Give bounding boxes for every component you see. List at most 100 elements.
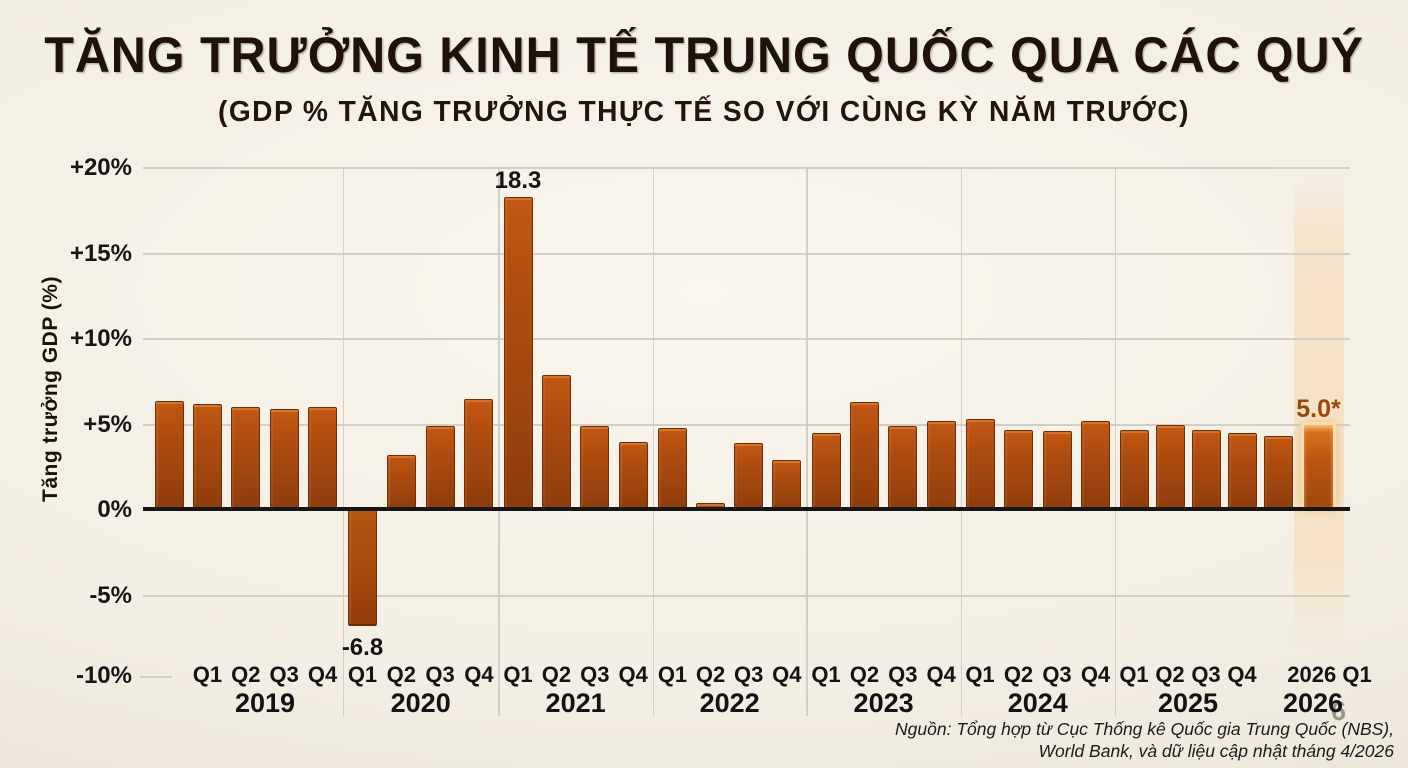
bar	[1263, 436, 1293, 510]
year-label: 2024	[1007, 688, 1068, 718]
bar	[154, 400, 184, 510]
x-tick-label: Q4	[307, 662, 338, 687]
bar	[464, 398, 494, 510]
year-label: 2021	[545, 688, 606, 718]
x-tick-label: Q3	[888, 662, 918, 687]
x-tick-label: Q4	[618, 662, 648, 687]
x-tick-label: Q3	[1191, 662, 1221, 687]
bar	[772, 460, 802, 510]
forecast-highlight-band	[1294, 168, 1344, 648]
year-separator-line	[1114, 168, 1117, 716]
bar	[888, 426, 918, 510]
bar	[926, 421, 956, 510]
y-tick-label: -5%	[89, 581, 132, 609]
gridline	[143, 252, 1350, 255]
source-line-2: World Bank, và dữ liệu cập nhật tháng 4/…	[1038, 740, 1395, 761]
bar-negative	[348, 510, 377, 627]
axis-tick-stub	[140, 676, 172, 678]
bar	[849, 402, 879, 510]
y-tick-label: 0%	[97, 496, 132, 523]
x-tick-label: Q1	[347, 662, 378, 687]
bar	[1004, 429, 1033, 510]
x-tick-label: Q4	[1080, 662, 1111, 687]
x-tick-label: Q2	[1155, 662, 1185, 687]
x-tick-label: Q1	[1119, 662, 1149, 687]
year-label: 2023	[853, 688, 914, 718]
x-tick-label: Q4	[464, 662, 494, 687]
year-label: 2020	[390, 688, 451, 718]
bar	[1227, 433, 1257, 510]
bar	[696, 503, 726, 510]
bar	[1081, 421, 1110, 510]
x-tick-label: Q2	[231, 662, 261, 687]
gridline	[143, 167, 1350, 169]
bar	[425, 426, 455, 510]
x-tick-label: Q3	[580, 662, 610, 687]
bar	[1119, 429, 1149, 510]
bar	[503, 197, 533, 510]
gridline	[143, 423, 1350, 426]
x-tick-label: Q1	[965, 662, 995, 687]
x-tick-label: Q2	[1003, 662, 1034, 687]
bar	[965, 419, 995, 510]
y-tick-label: -10%	[75, 662, 132, 689]
x-tick-label: Q3	[734, 662, 764, 687]
bar	[1191, 429, 1221, 510]
bar-value-label: 5.0*	[1296, 394, 1341, 423]
year-separator-line	[960, 168, 963, 716]
bar-value-label: 18.3	[494, 167, 542, 195]
x-tick-label: Q4	[772, 662, 802, 687]
bar-2026-forecast	[1301, 421, 1336, 510]
bar	[386, 455, 416, 510]
year-label: 2026	[1282, 688, 1344, 718]
bar	[734, 443, 764, 510]
bar	[541, 374, 571, 510]
x-tick-label: Q3	[425, 662, 455, 687]
x-tick-label: Q1	[811, 662, 841, 687]
ghost-digit-artifact: 6	[1331, 696, 1347, 726]
bar	[231, 407, 261, 510]
x-axis-line	[143, 507, 1350, 511]
bar	[1155, 424, 1185, 510]
x-tick-label: Q1	[192, 662, 223, 687]
chart-title: TĂNG TRƯỞNG KINH TẾ TRUNG QUỐC QUA CÁC Q…	[44, 27, 1364, 83]
year-separator-line	[498, 168, 500, 716]
bar	[618, 441, 648, 510]
year-label: 2022	[699, 688, 760, 718]
y-tick-label: +10%	[69, 325, 132, 352]
gridline	[143, 594, 1350, 597]
source-line-1: Nguồn: Tổng hợp từ Cục Thống kê Quốc gia…	[895, 719, 1394, 739]
x-tick-label: Q4	[926, 662, 956, 687]
bar	[1042, 431, 1072, 510]
bar	[308, 407, 338, 510]
gridline	[143, 338, 1350, 340]
y-tick-label: +20%	[69, 154, 132, 181]
year-label: 2025	[1157, 688, 1219, 718]
bar	[269, 409, 299, 510]
x-tick-label: Q2	[541, 662, 572, 687]
x-tick-label: Q4	[1227, 662, 1257, 687]
x-tick-label: Q3	[269, 662, 299, 687]
x-tick-label: Q1	[503, 662, 533, 687]
source-note: Nguồn: Tổng hợp từ Cục Thống kê Quốc gia…	[895, 719, 1394, 762]
year-separator-line	[806, 168, 808, 716]
x-tick-label: Q2	[849, 662, 880, 687]
bar	[580, 426, 610, 510]
x-tick-label: Q2	[386, 662, 416, 687]
bar	[192, 403, 222, 510]
bar-value-label: -6.8	[341, 634, 384, 662]
year-label: 2019	[234, 688, 296, 718]
x-tick-label: Q1	[657, 662, 688, 687]
bar	[811, 433, 841, 510]
y-tick-label: +5%	[83, 410, 132, 438]
x-tick-label: 2026 Q1	[1287, 662, 1372, 687]
y-tick-label: +15%	[69, 239, 132, 267]
year-separator-line	[342, 168, 345, 716]
x-tick-label: Q2	[695, 662, 726, 687]
chart-subtitle: (GDP % TĂNG TRƯỞNG THỰC TẾ SO VỚI CÙNG K…	[218, 96, 1190, 128]
bar	[658, 427, 687, 510]
x-tick-label: Q3	[1042, 662, 1072, 687]
year-separator-line	[652, 168, 655, 716]
